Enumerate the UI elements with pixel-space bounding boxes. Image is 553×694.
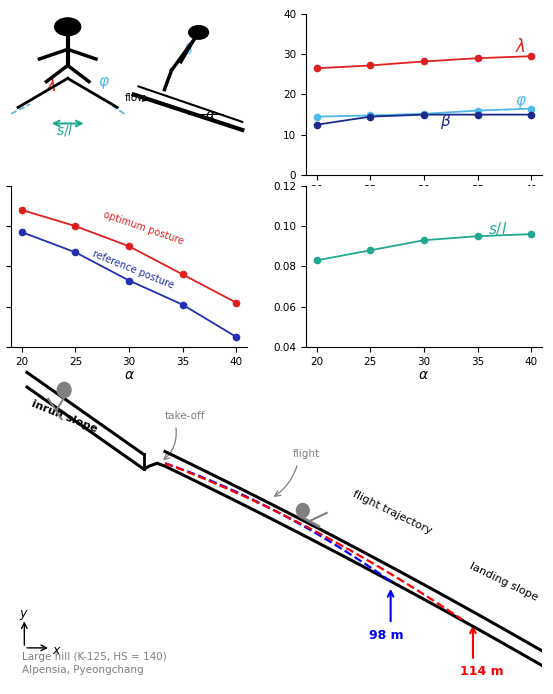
Circle shape [189,26,208,39]
Circle shape [58,382,71,398]
Text: Large hill (K-125, HS = 140): Large hill (K-125, HS = 140) [22,652,166,661]
Text: landing slope: landing slope [468,561,539,603]
Text: $s/l$: $s/l$ [488,220,508,237]
Text: 114 m: 114 m [460,666,503,678]
Text: Alpensia, Pyeongchang: Alpensia, Pyeongchang [22,665,143,675]
Text: x: x [52,644,59,657]
Text: $\lambda$: $\lambda$ [46,77,58,95]
Text: flow: flow [124,93,146,103]
Text: $s/l$: $s/l$ [56,122,74,138]
Text: $\beta$: $\beta$ [440,112,451,131]
Text: $\varphi$: $\varphi$ [98,76,110,92]
Circle shape [55,18,81,35]
Text: 98 m: 98 m [369,629,404,642]
Text: $\alpha$: $\alpha$ [205,108,216,121]
Text: y: y [19,607,27,620]
X-axis label: $\alpha$: $\alpha$ [123,368,134,382]
Text: $\varphi$: $\varphi$ [515,94,527,110]
Text: $\lambda$: $\lambda$ [515,38,526,56]
Text: flight: flight [293,450,320,459]
Text: take-off: take-off [165,412,206,421]
Text: reference posture: reference posture [91,249,176,291]
Text: $\beta$: $\beta$ [183,41,194,59]
Circle shape [296,503,309,518]
Text: optimum posture: optimum posture [102,210,185,246]
Text: inrun slope: inrun slope [30,398,98,434]
X-axis label: $\alpha$: $\alpha$ [419,368,430,382]
Text: flight trajectory: flight trajectory [351,489,433,536]
